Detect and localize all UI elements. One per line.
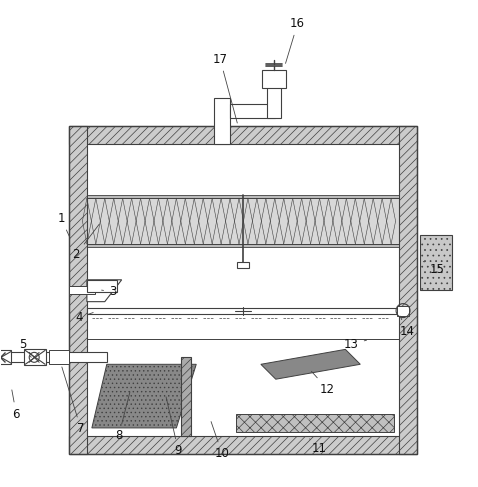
Bar [87,339,399,436]
Polygon shape [92,364,196,428]
Bar [214,98,230,144]
Text: 9: 9 [166,397,182,457]
Bar [0,350,11,364]
Bar [87,198,399,244]
Text: 10: 10 [211,422,229,460]
Bar [69,126,87,454]
Bar [87,144,399,436]
Bar [397,306,409,316]
Bar [181,357,191,436]
Text: 2: 2 [72,225,99,262]
Polygon shape [87,280,122,301]
Bar [24,349,46,365]
Bar [237,262,249,268]
Bar [69,436,417,454]
Text: 15: 15 [424,262,444,276]
Bar [262,70,286,88]
Bar [69,126,417,454]
Bar [87,244,399,247]
Text: 14: 14 [400,316,414,338]
Text: 7: 7 [62,367,85,435]
Bar [87,198,399,244]
Bar [87,308,399,314]
Text: 16: 16 [285,17,305,63]
Text: 6: 6 [12,390,20,420]
Polygon shape [261,349,360,379]
Bar [87,144,399,436]
Bar [87,280,117,292]
Bar [87,195,399,198]
Bar [69,126,417,144]
Text: 1: 1 [57,212,70,238]
Text: 4: 4 [75,311,93,324]
Text: 11: 11 [310,439,327,455]
Bar [69,286,95,294]
Bar [236,414,394,432]
Text: 17: 17 [213,53,237,123]
Bar [230,104,275,118]
Bar [10,353,107,362]
Text: 13: 13 [344,338,367,351]
Bar [420,235,452,290]
Bar [399,126,417,454]
Text: 12: 12 [312,371,335,395]
Text: 8: 8 [115,392,130,442]
Bar [49,350,69,364]
Text: 5: 5 [20,338,31,357]
Bar [267,86,281,118]
Text: 3: 3 [101,285,117,298]
